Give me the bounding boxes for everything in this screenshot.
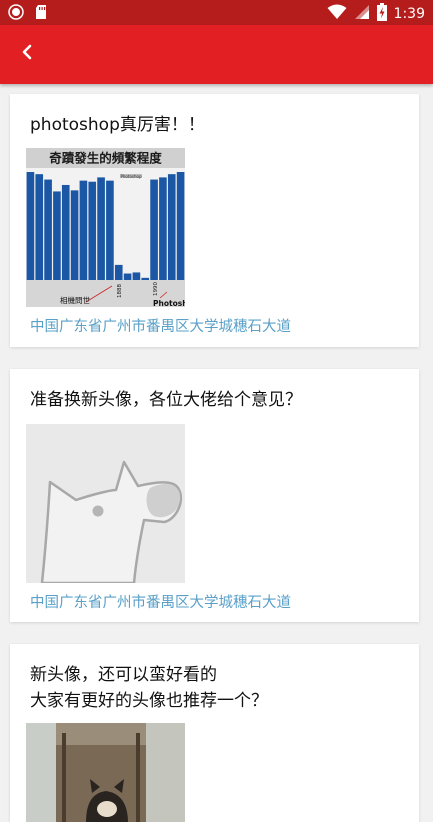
- post-title: 准备换新头像，各位大佬给个意见？: [30, 390, 302, 410]
- chart-bar: [123, 273, 132, 280]
- chart-bar: [70, 190, 79, 280]
- chart-right-label: Photoshop: [153, 299, 185, 307]
- chart-bar: [106, 180, 114, 280]
- shiba-photo: [26, 723, 185, 822]
- chart-bar: [53, 191, 61, 280]
- chart-header: 奇蹟發生的頻繁程度: [49, 151, 162, 166]
- chevron-left-icon: [20, 44, 34, 64]
- wifi-icon: [327, 4, 347, 24]
- chart-bar: [132, 272, 141, 280]
- chart-bar: [167, 174, 176, 280]
- chart-bar: [26, 172, 35, 280]
- chart-bar: [79, 180, 88, 280]
- app-bar: [0, 25, 433, 84]
- chart-bar: [176, 172, 185, 280]
- post-location[interactable]: 中国广东省广州市番禺区大学城穗石大道: [30, 595, 291, 611]
- chart-mid-year: 1888: [117, 284, 123, 298]
- status-time: 1:39: [393, 6, 425, 22]
- back-button[interactable]: [12, 39, 42, 69]
- chart-bar: [114, 264, 123, 280]
- post-title: photoshop真厉害！！: [30, 115, 205, 135]
- post-title: 新头像，还可以蛮好看的 大家有更好的头像也推荐一个？: [30, 665, 268, 711]
- status-bar: 1:39: [0, 0, 433, 25]
- sd-card-icon: [34, 4, 48, 24]
- chart-bar: [159, 177, 167, 280]
- photoshop-logo: Photoshop: [120, 174, 141, 179]
- chart-bar: [44, 179, 52, 280]
- chart-bar: [150, 179, 158, 280]
- post-card[interactable]: 新头像，还可以蛮好看的 大家有更好的头像也推荐一个？: [10, 644, 419, 822]
- chart-bar: [61, 184, 70, 280]
- chart-bar: [141, 277, 150, 280]
- chart-right-year: 1990: [153, 282, 159, 296]
- post-feed[interactable]: photoshop真厉害！！ 奇蹟發生的頻繁程度 Photoshop 相機問世 …: [0, 84, 433, 822]
- post-card[interactable]: photoshop真厉害！！ 奇蹟發生的頻繁程度 Photoshop 相機問世 …: [10, 94, 419, 347]
- chart-bar: [97, 177, 105, 280]
- meme-chart: 奇蹟發生的頻繁程度 Photoshop 相機問世 1888 1990 Photo…: [26, 148, 185, 307]
- chart-left-label: 相機問世: [60, 295, 90, 305]
- post-image[interactable]: [26, 723, 185, 822]
- post-location[interactable]: 中国广东省广州市番禺区大学城穗石大道: [30, 319, 291, 335]
- post-image[interactable]: 奇蹟發生的頻繁程度 Photoshop 相機問世 1888 1990 Photo…: [26, 148, 185, 307]
- record-icon: [8, 4, 24, 24]
- battery-charging-icon: [376, 3, 387, 25]
- post-image[interactable]: [26, 424, 185, 583]
- dog-doodle: [26, 424, 185, 583]
- signal-icon: [354, 4, 370, 24]
- chart-bar: [35, 174, 44, 280]
- chart-bar: [88, 181, 97, 280]
- post-card[interactable]: 准备换新头像，各位大佬给个意见？ 中国广东省广州市番禺区大学城穗石大道: [10, 369, 419, 622]
